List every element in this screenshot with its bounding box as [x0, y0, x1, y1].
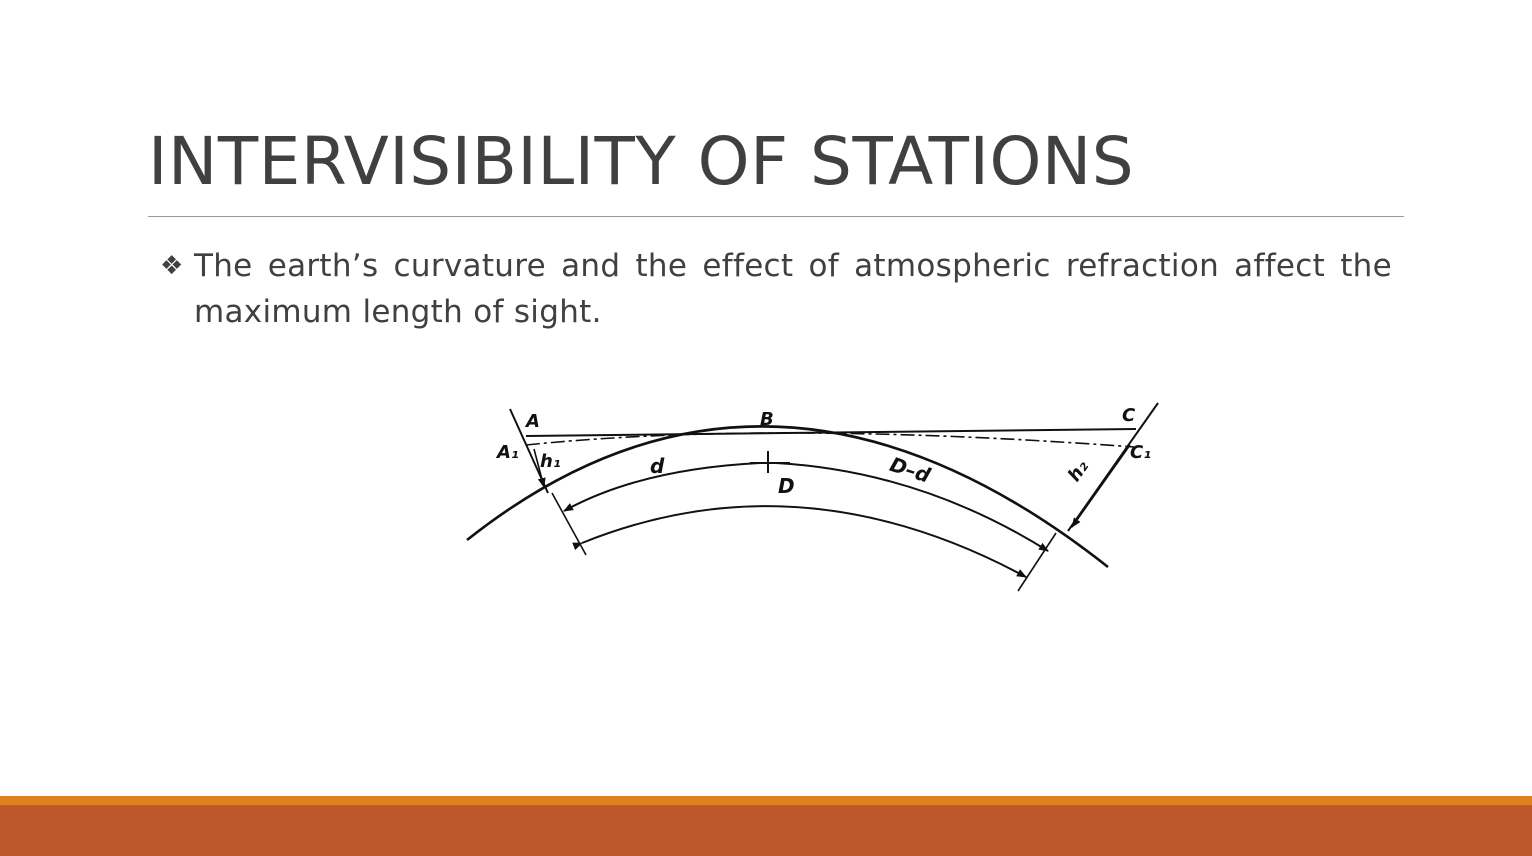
intervisibility-diagram: A A₁ h₁ B C C₁ h₂ d D–d D [466, 402, 1159, 592]
extension-left [551, 492, 587, 556]
label-d-total: D [778, 474, 795, 498]
label-c1: C₁ [1130, 442, 1151, 463]
bullet-item: ❖ The earth’s curvature and the effect o… [160, 243, 1392, 335]
label-a: A [524, 411, 540, 432]
label-a1: A₁ [495, 442, 519, 463]
d-total-dimension-arc [572, 505, 1027, 578]
label-h1: h₁ [540, 451, 561, 472]
label-b: B [760, 409, 774, 430]
title-divider [148, 216, 1404, 217]
d-dimension-arc [563, 462, 761, 512]
label-d: d [650, 454, 665, 478]
extension-right [1017, 532, 1057, 592]
bullet-text: The earth’s curvature and the effect of … [194, 248, 1392, 330]
label-c: C [1122, 405, 1136, 426]
footer-accent-bar [0, 796, 1532, 805]
vertical-at-c [1067, 402, 1159, 532]
footer-base-bar [0, 805, 1532, 856]
d-minus-d-dimension-arc [775, 462, 1049, 552]
refracted-sight-line [525, 432, 1135, 448]
label-h2: h₂ [1064, 456, 1093, 485]
h2-arrow [1071, 444, 1131, 528]
earth-surface-arc [466, 425, 1109, 569]
diamond-bullet-icon: ❖ [160, 251, 184, 281]
slide-title: INTERVISIBILITY OF STATIONS [148, 123, 1135, 200]
h1-arrow [533, 448, 546, 488]
